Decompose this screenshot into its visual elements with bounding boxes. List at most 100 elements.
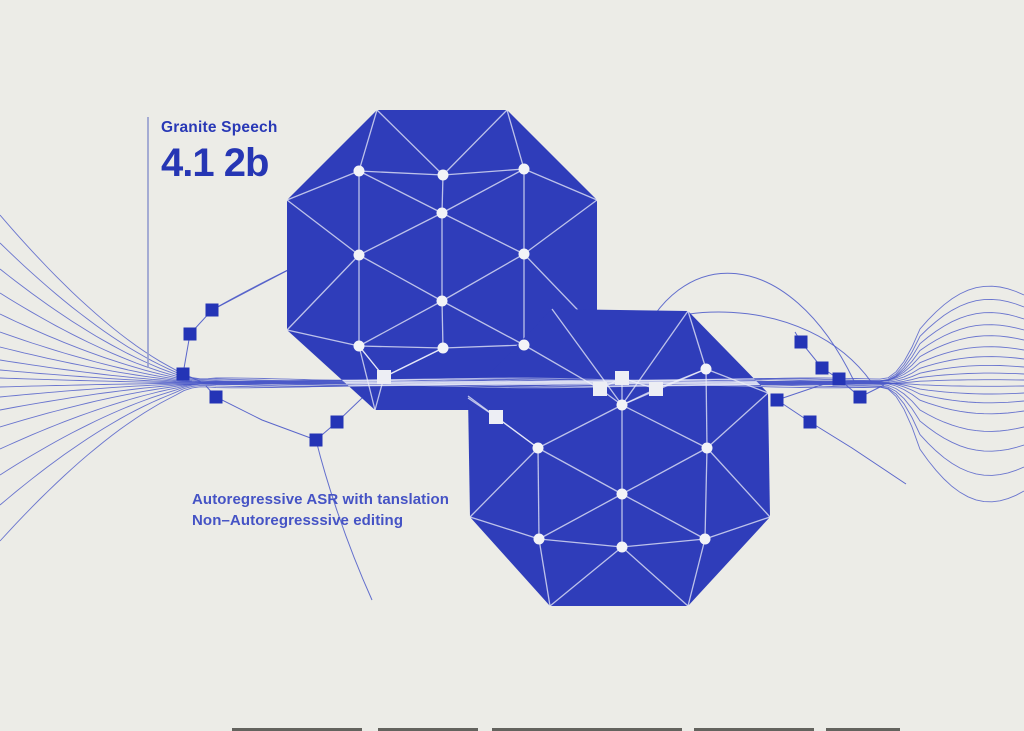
node-marker xyxy=(518,248,530,260)
version-label: 4.1 2b xyxy=(161,141,269,185)
blue-square-marker xyxy=(794,335,808,349)
upper-mesh xyxy=(286,109,598,411)
node-marker xyxy=(436,295,448,307)
lower-mesh xyxy=(467,308,771,607)
mesh-edge xyxy=(537,447,623,495)
node-marker xyxy=(437,169,449,181)
node-marker xyxy=(532,442,544,454)
title-block: Granite Speech 4.1 2b xyxy=(161,119,278,183)
blue-square-marker xyxy=(209,390,223,404)
node-marker xyxy=(437,342,449,354)
connector-line xyxy=(182,267,293,385)
blue-square-marker xyxy=(183,327,197,341)
node-marker xyxy=(533,533,545,545)
bottom-mark xyxy=(492,728,682,731)
node-marker xyxy=(353,340,365,352)
connector-line xyxy=(655,368,707,390)
lower-octagon xyxy=(468,309,770,606)
blue-square-marker xyxy=(815,361,829,375)
mesh-edge xyxy=(704,447,708,540)
white-squares xyxy=(377,370,663,424)
blue-square-marker xyxy=(330,415,344,429)
white-square-marker xyxy=(649,382,663,396)
mesh-edge xyxy=(441,168,525,214)
blue-square-marker xyxy=(309,433,323,447)
node-marker xyxy=(518,339,530,351)
node-marker xyxy=(700,363,712,375)
connector-line xyxy=(523,344,601,390)
product-name: Granite Speech xyxy=(161,119,278,136)
mesh-edge xyxy=(441,300,444,349)
white-square-marker xyxy=(489,410,503,424)
mesh-edge xyxy=(621,404,708,449)
streak-line xyxy=(287,214,770,382)
mesh-edge xyxy=(358,109,378,172)
mesh-edge xyxy=(441,174,444,214)
mesh-edge xyxy=(621,447,708,495)
mesh-edge xyxy=(621,546,689,607)
mesh-edge xyxy=(442,344,525,349)
blue-square-marker xyxy=(853,390,867,404)
node-marker xyxy=(616,399,628,411)
streak-line xyxy=(287,382,770,450)
mesh-edge xyxy=(549,546,623,607)
white-square-marker xyxy=(593,382,607,396)
caption-block: Autoregressive ASR with tanslation Non–A… xyxy=(192,489,449,531)
title-rule xyxy=(147,117,149,368)
mesh-edge xyxy=(706,447,771,518)
connector-line xyxy=(383,347,444,378)
mesh-edge xyxy=(538,538,551,607)
white-square-marker xyxy=(615,371,629,385)
mesh-edge xyxy=(286,329,360,347)
mesh-nodes xyxy=(353,163,713,553)
node-marker xyxy=(436,207,448,219)
mesh-edge xyxy=(687,310,707,370)
bottom-mark xyxy=(232,728,362,731)
streak-line xyxy=(287,384,770,542)
mesh-edge xyxy=(687,538,706,607)
bottom-mark xyxy=(826,728,900,731)
mesh-edge xyxy=(621,538,706,548)
mesh-edge xyxy=(621,493,706,540)
mesh-edge xyxy=(506,109,525,170)
mesh-edge xyxy=(469,516,540,540)
caption-line-2: Non–Autoregresssive editing xyxy=(192,512,404,529)
mesh-edge xyxy=(376,109,444,176)
mesh-edge xyxy=(358,254,443,302)
mesh-edge xyxy=(358,345,376,411)
mesh-edge xyxy=(358,170,443,214)
mesh-edge xyxy=(705,368,769,394)
mesh-edge xyxy=(537,404,623,449)
blue-square-marker xyxy=(176,367,190,381)
bottom-mark xyxy=(378,728,478,731)
node-marker xyxy=(518,163,530,175)
mesh-edge xyxy=(537,447,540,540)
mesh-edge xyxy=(441,212,525,255)
mesh-edge xyxy=(358,212,443,256)
blue-square-marker xyxy=(803,415,817,429)
mesh-edge xyxy=(538,493,623,540)
mesh-edge xyxy=(442,109,508,176)
node-marker xyxy=(353,249,365,261)
mesh-edge xyxy=(442,168,525,176)
node-marker xyxy=(616,541,628,553)
connector-line xyxy=(776,378,840,401)
streak-line xyxy=(287,242,770,382)
mesh-edge xyxy=(286,170,360,201)
node-marker xyxy=(699,533,711,545)
bottom-crop-marks xyxy=(232,728,900,731)
mesh-edge xyxy=(358,345,444,349)
white-square-marker xyxy=(377,370,391,384)
mesh-edge xyxy=(286,199,360,256)
arc-line xyxy=(315,439,373,601)
blue-square-marker xyxy=(205,303,219,317)
mesh-edge xyxy=(538,538,623,548)
mesh-edge xyxy=(286,254,360,331)
blue-squares xyxy=(176,303,867,447)
mesh-edge xyxy=(441,253,525,302)
mesh-edge xyxy=(704,516,771,540)
streak-line xyxy=(287,383,770,506)
blue-square-marker xyxy=(832,372,846,386)
streak-line xyxy=(287,359,770,385)
